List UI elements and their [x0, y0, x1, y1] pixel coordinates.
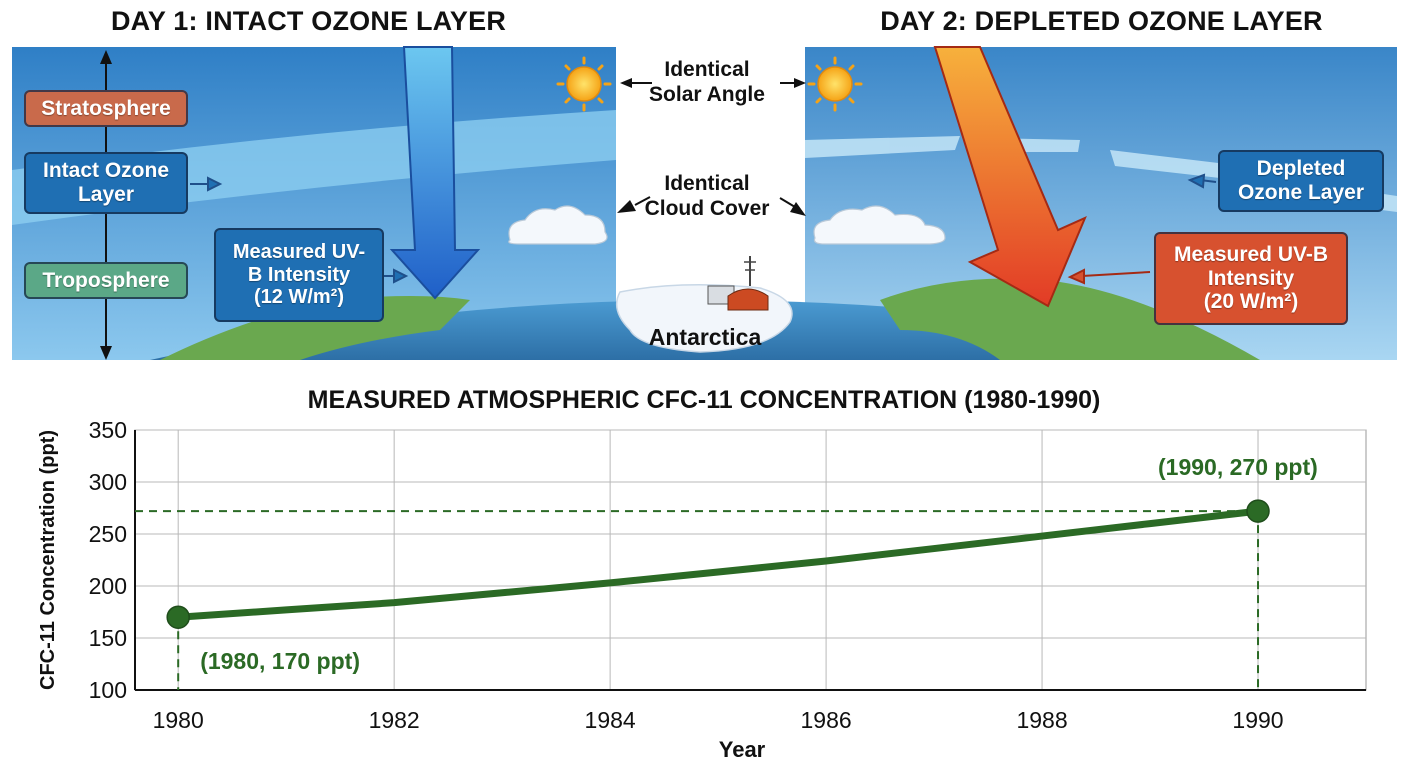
x-axis-label: Year: [719, 737, 766, 762]
depleted-ozone-label-line1: Depleted: [1256, 157, 1346, 181]
uv-arrow-icon: [933, 46, 1087, 308]
reference-lines: [135, 510, 1260, 690]
chart-grid: [134, 429, 1367, 691]
axis-ticks: 100 150 200 250 300 350 1980 1982 1984 1986 1988 19…: [89, 417, 1284, 733]
solar-angle-line2: Solar Angle: [649, 82, 765, 106]
uv-day2-label: Measured UV-B Intensity (20 W/m²): [1154, 232, 1348, 325]
annotations: (1980, 170 ppt) (1990, 270 ppt): [200, 454, 1318, 674]
x-tick-label: 1990: [1232, 707, 1283, 733]
y-tick-label: 300: [89, 469, 127, 495]
y-tick-label: 350: [89, 417, 127, 443]
solar-angle-note: Identical Solar Angle: [632, 58, 782, 108]
point-annotation: (1990, 270 ppt): [1158, 454, 1318, 480]
point-annotation: (1980, 170 ppt): [200, 648, 360, 674]
troposphere-label: Troposphere: [24, 262, 188, 299]
research-station-icon: [707, 256, 769, 311]
day2-panel-title: DAY 2: DEPLETED OZONE LAYER: [880, 6, 1323, 36]
y-tick-label: 150: [89, 625, 127, 651]
data-point: [166, 605, 190, 629]
sun-icon: [807, 56, 863, 112]
intact-ozone-label: Intact Ozone Layer: [24, 152, 188, 214]
uv-day1-label: Measured UV- B Intensity (12 W/m²): [214, 228, 384, 322]
x-tick-label: 1980: [153, 707, 204, 733]
uv-day2-label-line1: Measured UV-B: [1173, 243, 1329, 267]
cloud-cover-line2: Cloud Cover: [644, 196, 770, 220]
y-tick-label: 200: [89, 573, 127, 599]
x-tick-label: 1984: [585, 707, 636, 733]
uv-day1-label-line2: B Intensity: [247, 263, 351, 286]
uv-day2-label-line2: Intensity: [1207, 266, 1295, 290]
uv-day2-label-line3: (20 W/m²): [1203, 290, 1299, 314]
uv-day1-label-line3: (12 W/m²): [254, 286, 344, 309]
plot-area: [134, 429, 1367, 691]
uv-day1-label-line1: Measured UV-: [232, 241, 366, 264]
series-line: [174, 507, 1262, 621]
depleted-ozone-label: Depleted Ozone Layer: [1218, 150, 1384, 212]
data-points: [166, 499, 1270, 629]
land-masses: [160, 278, 1260, 360]
uv-arrow-icon: [389, 46, 481, 300]
data-point: [1246, 499, 1270, 523]
cloud-icon: [813, 205, 946, 245]
day1-panel-title: DAY 1: INTACT OZONE LAYER: [110, 6, 507, 36]
y-axis-label: CFC-11 Concentration (ppt): [37, 430, 59, 690]
cloud-cover-line1: Identical: [664, 172, 750, 195]
x-tick-label: 1988: [1016, 707, 1067, 733]
x-tick-label: 1986: [801, 707, 852, 733]
y-tick-label: 100: [89, 677, 127, 703]
x-tick-label: 1982: [369, 707, 420, 733]
cloud-cover-note: Identical Cloud Cover: [632, 172, 782, 222]
depleted-ozone-label-line2: Ozone Layer: [1237, 181, 1365, 204]
stratosphere-label: Stratosphere: [24, 90, 188, 127]
chart-title: MEASURED ATMOSPHERIC CFC-11 CONCENTRATIO…: [307, 386, 1101, 414]
solar-angle-line1: Identical: [664, 58, 750, 81]
sun-icon: [556, 56, 612, 112]
antarctica-label: Antarctica: [648, 324, 762, 350]
pointer-arrows: [190, 78, 1217, 285]
y-tick-label: 250: [89, 521, 127, 547]
cloud-icon: [508, 205, 608, 245]
